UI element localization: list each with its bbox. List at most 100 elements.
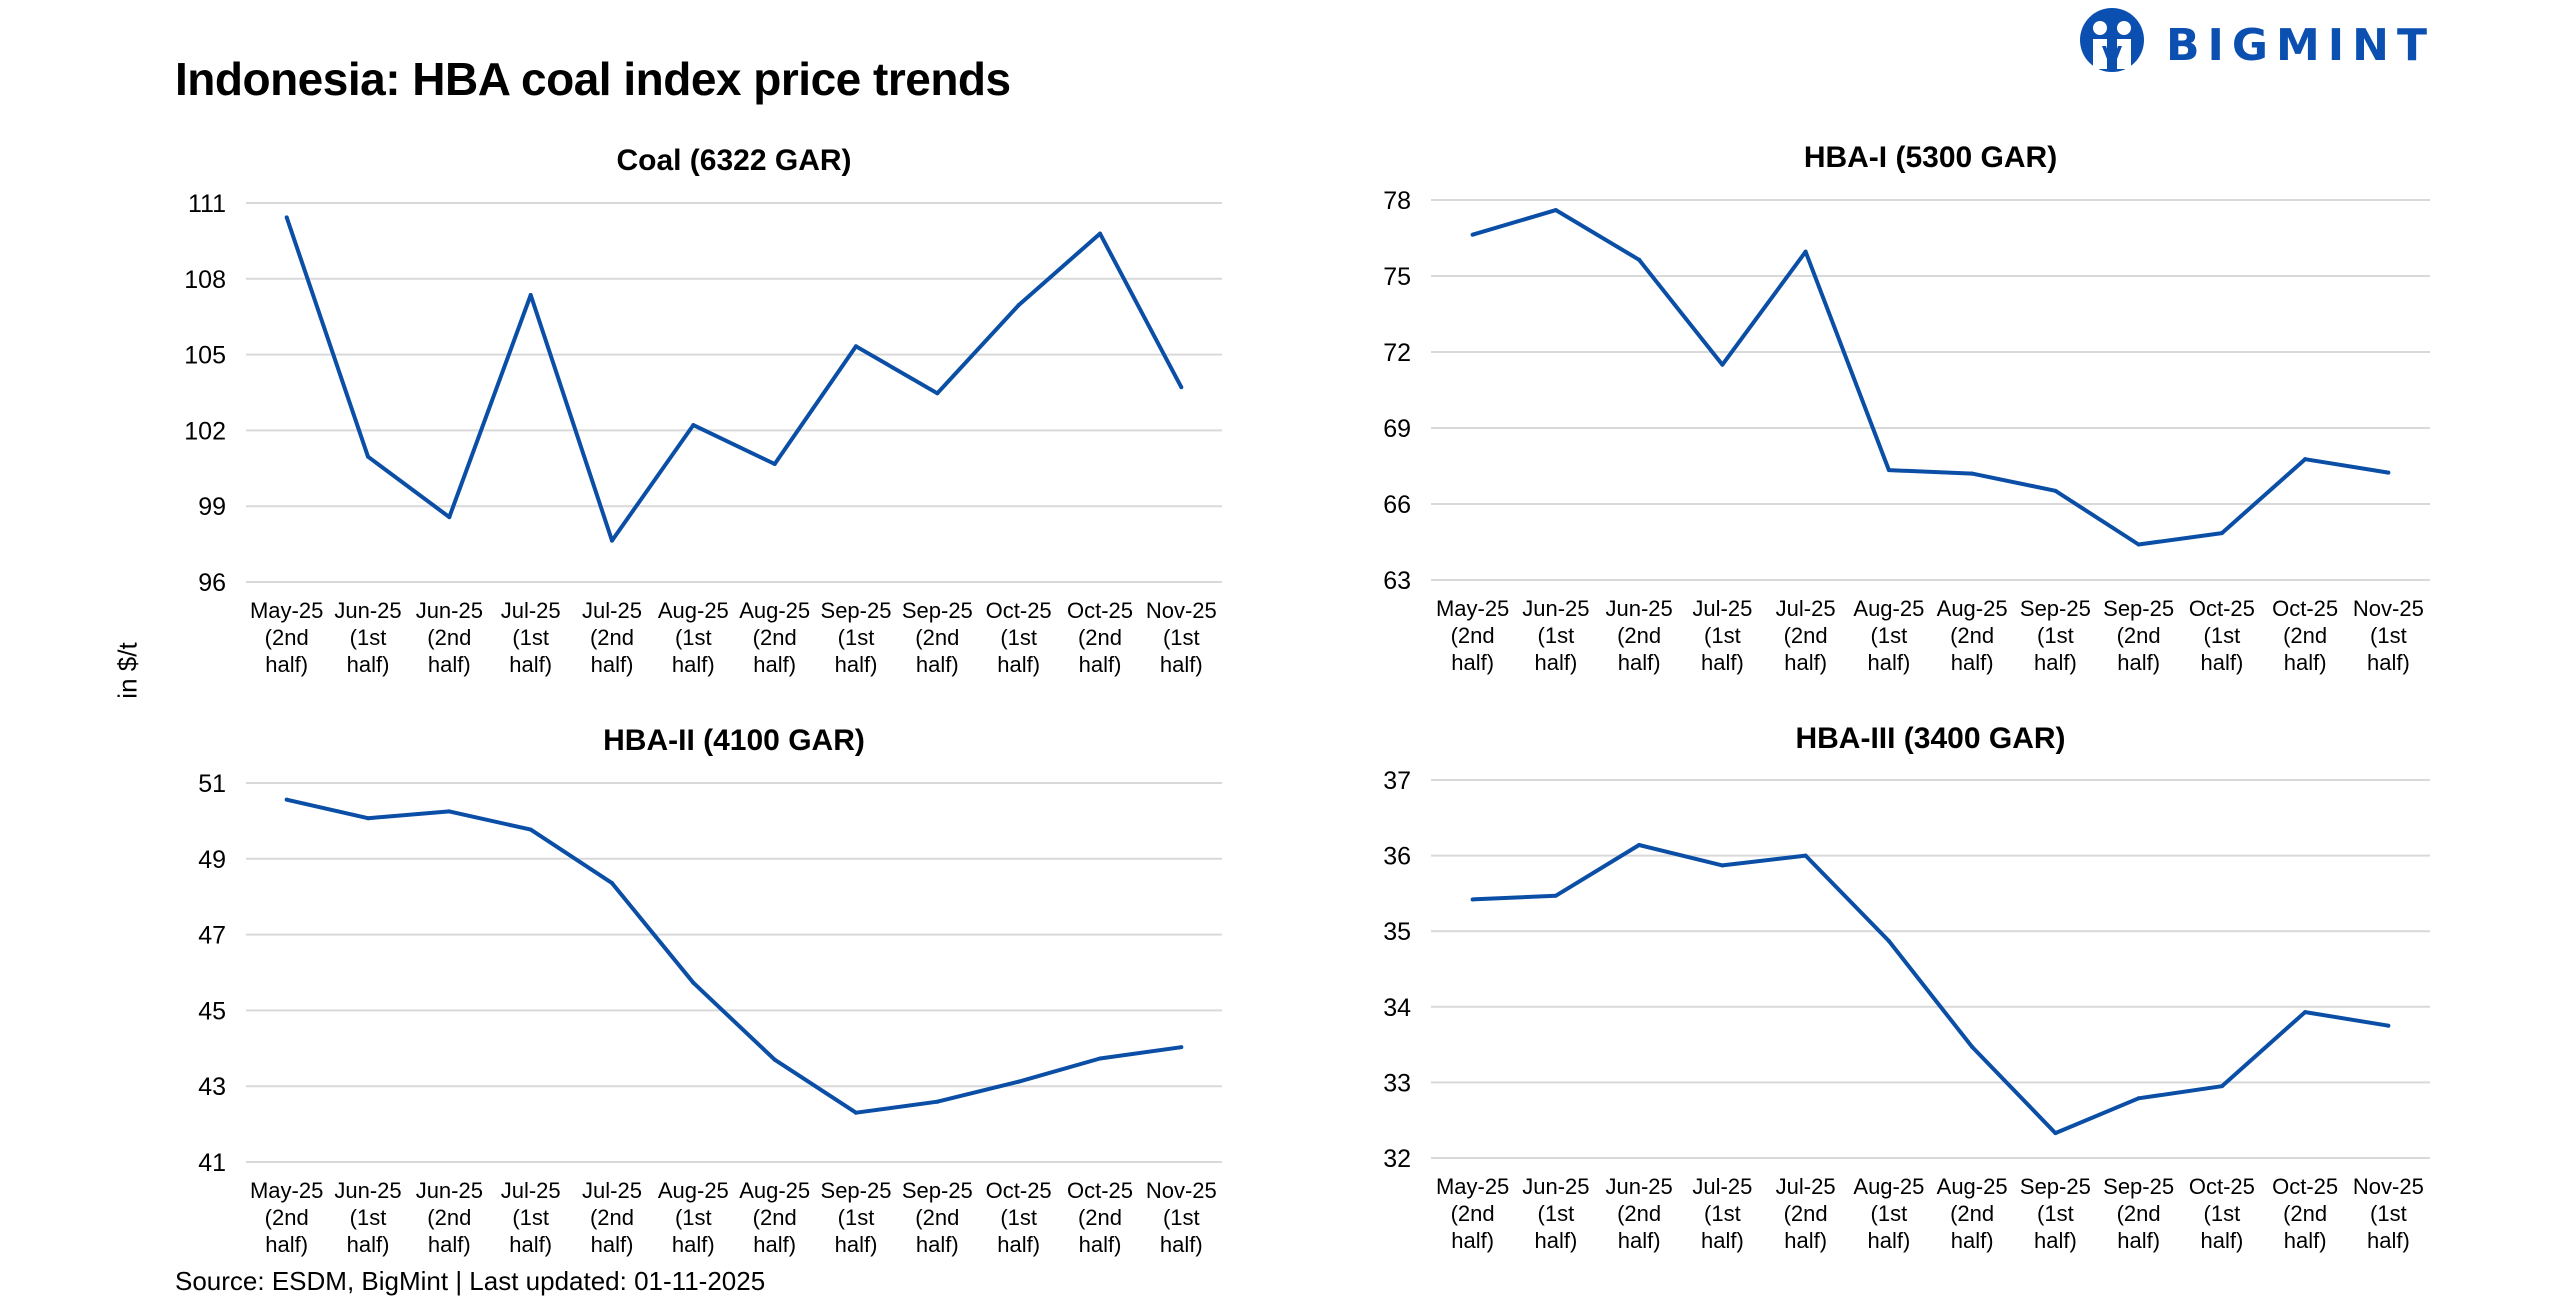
x-tick-label: Jul-25 (1st half) <box>501 598 561 677</box>
x-tick-label-line: (2nd <box>915 1205 959 1230</box>
x-tick-label: Oct-25 (2nd half) <box>1067 1178 1133 1257</box>
x-tick-label-line: half) <box>591 652 634 677</box>
y-tick-label: 99 <box>198 493 226 521</box>
x-tick-label-line: Oct-25 <box>986 1178 1052 1203</box>
x-tick-label-line: Nov-25 <box>2353 1174 2424 1199</box>
x-tick-label-line: half) <box>2200 1228 2243 1253</box>
bigmint-logo: BIGMINT <box>2080 8 2427 72</box>
x-tick-label-line: Jul-25 <box>1776 1174 1836 1199</box>
y-tick-label: 34 <box>1383 994 1411 1022</box>
data-point <box>1553 893 1558 898</box>
x-tick-label: Oct-25 (2nd half) <box>2272 1174 2338 1253</box>
x-tick-label-line: (1st <box>512 625 549 650</box>
y-tick-label: 69 <box>1383 415 1411 443</box>
data-point <box>284 215 289 220</box>
x-tick-label-line: (2nd <box>265 625 309 650</box>
x-tick-label-line: Sep-25 <box>2020 596 2091 621</box>
x-tick-label-line: half) <box>916 652 959 677</box>
data-point <box>1179 1045 1184 1050</box>
y-tick-label: 32 <box>1383 1145 1411 1173</box>
x-tick-label-line: (1st <box>2037 623 2074 648</box>
x-tick-label-line: (1st <box>1704 623 1741 648</box>
x-tick-label: Jul-25 (1st half) <box>1692 596 1752 675</box>
data-point <box>366 454 370 459</box>
x-tick-label: Jul-25 (2nd half) <box>582 598 642 677</box>
x-tick-label-line: half) <box>1701 1228 1744 1253</box>
x-tick-label-line: Jun-25 <box>1522 596 1589 621</box>
data-point <box>1970 1044 1975 1049</box>
x-tick-label-line: Jun-25 <box>334 1178 401 1203</box>
data-point <box>366 816 370 821</box>
x-tick-label-line: half) <box>1160 652 1203 677</box>
x-tick-label-line: (2nd <box>2117 1201 2161 1226</box>
x-tick-label-line: (2nd <box>590 625 634 650</box>
x-tick-label: Jun-25 (1st half) <box>1522 1174 1589 1253</box>
x-tick-label-line: half) <box>2284 650 2327 675</box>
x-tick-label-line: (1st <box>675 625 712 650</box>
x-tick-label-line: (1st <box>1871 1201 1908 1226</box>
x-tick-label-line: (2nd <box>753 1205 797 1230</box>
x-tick-label-line: half) <box>1618 650 1661 675</box>
x-tick-label: Jun-25 (1st half) <box>1522 596 1589 675</box>
x-tick-label: May-25 (2nd half) <box>1436 1174 1509 1253</box>
data-point <box>772 1057 777 1062</box>
data-point <box>935 1099 940 1104</box>
x-tick-label-line: (2nd <box>265 1205 309 1230</box>
x-tick-label-line: half) <box>509 1232 552 1257</box>
y-tick-label: 66 <box>1383 491 1411 519</box>
x-tick-label-line: (2nd <box>427 1205 471 1230</box>
data-point <box>1098 231 1102 236</box>
data-point <box>1970 471 1975 476</box>
x-tick-label: Oct-25 (1st half) <box>2189 596 2255 675</box>
x-tick-label: Oct-25 (1st half) <box>986 1178 1052 1257</box>
logo-people-icon <box>2080 8 2144 72</box>
x-tick-label: May-25 (2nd half) <box>1436 596 1509 675</box>
x-tick-label: Aug-25 (1st half) <box>1853 596 1924 675</box>
x-tick-label-line: Oct-25 <box>2189 596 2255 621</box>
x-tick-label: Jul-25 (1st half) <box>501 1178 561 1257</box>
y-tick-label: 47 <box>198 922 226 950</box>
data-point <box>2053 1131 2058 1136</box>
x-tick-label-line: (2nd <box>753 625 797 650</box>
data-point <box>1179 385 1184 390</box>
data-point <box>610 538 614 543</box>
x-tick-label-line: half) <box>347 652 390 677</box>
x-tick-label-line: Jun-25 <box>1522 1174 1589 1199</box>
data-point <box>2219 1084 2224 1089</box>
x-tick-label: Sep-25 (1st half) <box>2020 596 2091 675</box>
x-tick-label-line: Sep-25 <box>2103 1174 2174 1199</box>
x-tick-label-line: (1st <box>675 1205 712 1230</box>
data-point <box>935 391 940 396</box>
data-point <box>2136 1096 2141 1101</box>
x-tick-label-line: Nov-25 <box>1146 1178 1217 1203</box>
chart-title: Coal (6322 GAR) <box>616 144 851 177</box>
data-point <box>1470 232 1475 237</box>
x-tick-label-line: half) <box>1867 1228 1910 1253</box>
x-tick-label-line: Oct-25 <box>2272 596 2338 621</box>
x-tick-label-line: half) <box>1451 1228 1494 1253</box>
data-point <box>1016 303 1021 308</box>
data-point <box>1720 863 1725 868</box>
x-tick-label-line: half) <box>265 1232 308 1257</box>
data-point <box>610 881 614 886</box>
x-tick-label-line: (1st <box>1163 625 1200 650</box>
x-tick-label: May-25 (2nd half) <box>250 598 323 677</box>
chart-title: HBA-III (3400 GAR) <box>1795 722 2065 755</box>
x-tick-label-line: Oct-25 <box>986 598 1052 623</box>
x-tick-label-line: May-25 <box>250 598 323 623</box>
data-point <box>1637 843 1642 848</box>
y-tick-label: 35 <box>1383 918 1411 946</box>
x-tick-label-line: half) <box>2284 1228 2327 1253</box>
data-point <box>1886 939 1891 944</box>
x-tick-label-line: (1st <box>2037 1201 2074 1226</box>
y-tick-label: 75 <box>1383 263 1411 291</box>
x-tick-label-line: (2nd <box>1950 1201 1994 1226</box>
x-tick-label-line: half) <box>1951 1228 1994 1253</box>
x-tick-label: Aug-25 (1st half) <box>658 598 729 677</box>
x-tick-label: Sep-25 (1st half) <box>821 1178 892 1257</box>
x-tick-label-line: Sep-25 <box>902 598 973 623</box>
source-note: Source: ESDM, BigMint | Last updated: 01… <box>175 1266 766 1296</box>
x-tick-label-line: half) <box>1784 1228 1827 1253</box>
